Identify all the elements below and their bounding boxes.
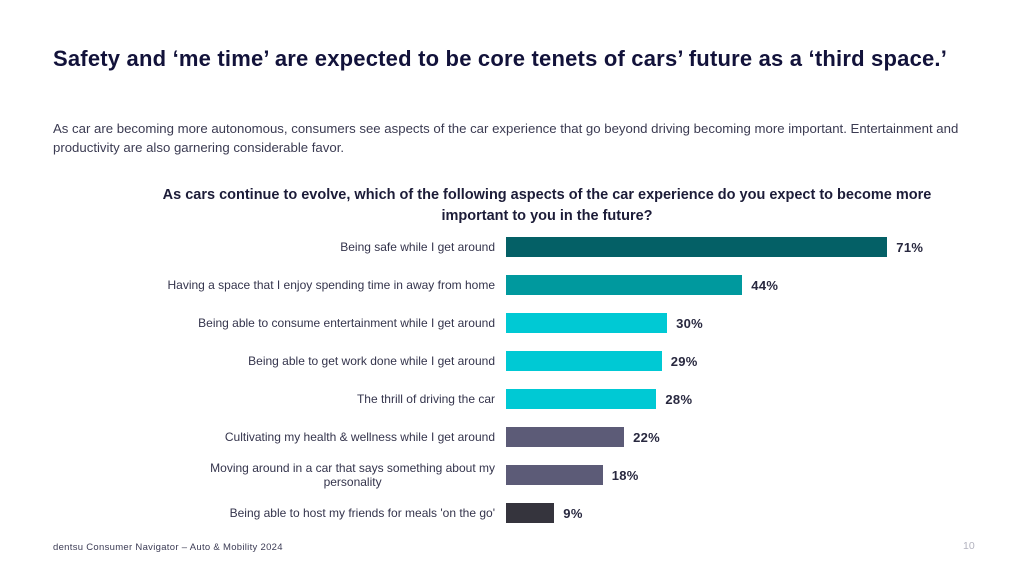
chart-title: As cars continue to evolve, which of the… bbox=[162, 187, 932, 224]
bar bbox=[506, 237, 888, 257]
value-label: 28% bbox=[665, 391, 693, 407]
chart-row: Moving around in a car that says somethi… bbox=[0, 456, 1024, 494]
category-label-cell: Cultivating my health & wellness while I… bbox=[0, 430, 495, 445]
chart-row: Being able to get work done while I get … bbox=[0, 342, 1024, 380]
bar-cell: 28% bbox=[506, 389, 692, 409]
bar bbox=[506, 465, 603, 485]
category-label-cell: The thrill of driving the car bbox=[0, 392, 495, 407]
bar bbox=[506, 313, 668, 333]
slide-subtitle: As car are becoming more autonomous, con… bbox=[53, 121, 959, 155]
category-label: Being able to get work done while I get … bbox=[248, 353, 495, 368]
value-label: 9% bbox=[563, 505, 583, 521]
bar-cell: 71% bbox=[506, 237, 923, 257]
value-label: 71% bbox=[896, 239, 924, 255]
value-label: 30% bbox=[676, 315, 704, 331]
chart-row: Being safe while I get around 71% bbox=[0, 228, 1024, 266]
bar-cell: 30% bbox=[506, 313, 703, 333]
chart-row: Having a space that I enjoy spending tim… bbox=[0, 266, 1024, 304]
bar bbox=[506, 275, 743, 295]
bar-cell: 29% bbox=[506, 351, 698, 371]
category-label: Being able to host my friends for meals … bbox=[229, 505, 495, 520]
bar-cell: 18% bbox=[506, 465, 639, 485]
value-label: 29% bbox=[670, 353, 698, 369]
category-label-cell: Having a space that I enjoy spending tim… bbox=[0, 278, 495, 293]
category-label: Cultivating my health & wellness while I… bbox=[224, 429, 495, 444]
category-label-cell: Being able to host my friends for meals … bbox=[0, 506, 495, 521]
chart-row: Being able to host my friends for meals … bbox=[0, 494, 1024, 532]
category-label: Having a space that I enjoy spending tim… bbox=[167, 277, 495, 292]
bar-cell: 22% bbox=[506, 427, 660, 447]
category-label: Being able to consume entertainment whil… bbox=[198, 315, 495, 330]
category-label-cell: Being able to consume entertainment whil… bbox=[0, 316, 495, 331]
value-label: 22% bbox=[633, 429, 661, 445]
bar bbox=[506, 503, 555, 523]
category-label-cell: Being safe while I get around bbox=[0, 240, 495, 255]
category-label: Moving around in a car that says somethi… bbox=[210, 460, 495, 490]
bar bbox=[506, 351, 662, 371]
bar bbox=[506, 427, 625, 447]
category-label-cell: Being able to get work done while I get … bbox=[0, 354, 495, 369]
chart-row: Cultivating my health & wellness while I… bbox=[0, 418, 1024, 456]
category-label: Being safe while I get around bbox=[340, 239, 495, 254]
chart-row: The thrill of driving the car 28% bbox=[0, 380, 1024, 418]
page-number: 10 bbox=[963, 540, 975, 552]
chart-rows: Being safe while I get around 71% Having… bbox=[0, 228, 1024, 532]
category-label-cell: Moving around in a car that says somethi… bbox=[0, 461, 495, 490]
chart-row: Being able to consume entertainment whil… bbox=[0, 304, 1024, 342]
value-label: 44% bbox=[751, 277, 779, 293]
source-note: dentsu Consumer Navigator – Auto & Mobil… bbox=[53, 542, 283, 553]
category-label: The thrill of driving the car bbox=[356, 391, 495, 406]
bar-cell: 9% bbox=[506, 503, 583, 523]
bar bbox=[506, 389, 657, 409]
value-label: 18% bbox=[611, 467, 639, 483]
slide-title: Safety and ‘me time’ are expected to be … bbox=[53, 46, 948, 71]
bar-cell: 44% bbox=[506, 275, 778, 295]
